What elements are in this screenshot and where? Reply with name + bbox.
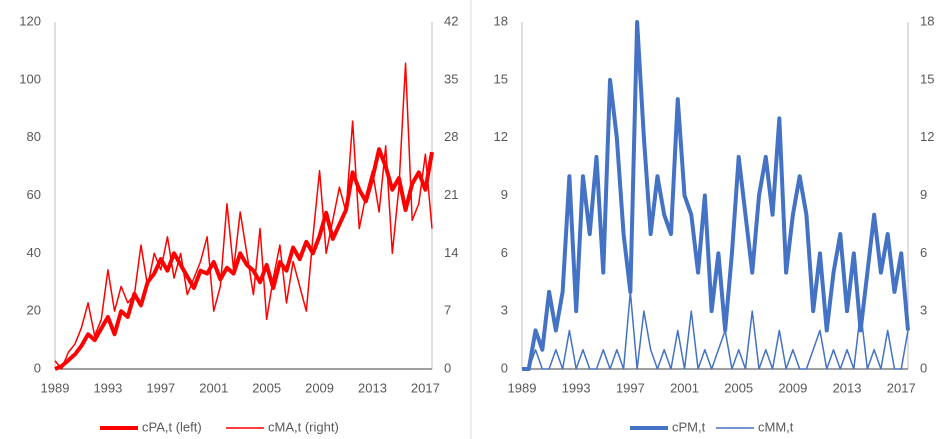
y-tick-label: 100 (19, 71, 41, 86)
y2-tick-label: 18 (920, 13, 934, 28)
y-tick-label: 20 (27, 303, 41, 318)
data-line (522, 20, 910, 371)
x-tick-label: 1997 (146, 380, 175, 395)
legend-label: cPA,t (left) (142, 419, 202, 434)
data-line (522, 291, 909, 370)
x-tick-label: 2001 (199, 380, 228, 395)
y2-tick-label: 28 (444, 129, 458, 144)
y2-tick-label: 9 (920, 187, 927, 202)
y2-tick-label: 0 (444, 360, 451, 375)
y-tick-label: 9 (501, 187, 508, 202)
x-tick-label: 1993 (93, 380, 122, 395)
y-tick-label: 18 (494, 13, 508, 28)
y-tick-label: 12 (494, 129, 508, 144)
y-tick-label: 120 (19, 13, 41, 28)
legend-label: cPM,t (672, 419, 706, 434)
y-tick-label: 80 (27, 129, 41, 144)
x-tick-label: 2013 (833, 380, 862, 395)
x-tick-label: 2005 (724, 380, 753, 395)
y2-tick-label: 21 (444, 187, 458, 202)
data-line (54, 62, 433, 370)
x-tick-label: 1989 (508, 380, 537, 395)
data-line (54, 147, 434, 371)
y-tick-label: 60 (27, 187, 41, 202)
x-tick-label: 2005 (252, 380, 281, 395)
x-tick-label: 1989 (41, 380, 70, 395)
y2-tick-label: 0 (920, 360, 927, 375)
y2-tick-label: 42 (444, 13, 458, 28)
y2-tick-label: 3 (920, 303, 927, 318)
y2-tick-label: 12 (920, 129, 934, 144)
x-tick-label: 2013 (358, 380, 387, 395)
x-tick-label: 2017 (887, 380, 916, 395)
legend-label: cMM,t (758, 419, 794, 434)
x-tick-label: 1993 (562, 380, 591, 395)
y2-tick-label: 6 (920, 245, 927, 260)
y-tick-label: 6 (501, 245, 508, 260)
y-tick-label: 0 (501, 360, 508, 375)
y2-tick-label: 35 (444, 71, 458, 86)
y-tick-label: 3 (501, 303, 508, 318)
y2-tick-label: 14 (444, 245, 458, 260)
x-tick-label: 1997 (616, 380, 645, 395)
x-tick-label: 2017 (411, 380, 440, 395)
y-tick-label: 15 (494, 71, 508, 86)
x-tick-label: 2001 (670, 380, 699, 395)
x-tick-label: 2009 (305, 380, 334, 395)
y2-tick-label: 15 (920, 71, 934, 86)
y-tick-label: 0 (34, 360, 41, 375)
x-tick-label: 2009 (778, 380, 807, 395)
y2-tick-label: 7 (444, 303, 451, 318)
y-tick-label: 40 (27, 245, 41, 260)
legend-label: cMA,t (right) (268, 419, 339, 434)
